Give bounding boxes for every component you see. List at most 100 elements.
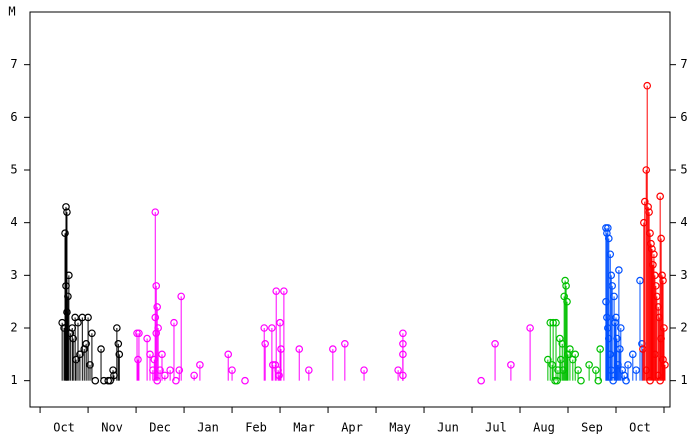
stem-marker: [606, 350, 615, 359]
stem-marker: [644, 203, 652, 211]
x-tick-label: Sep: [581, 421, 603, 435]
stem-marker: [78, 313, 87, 322]
stem-marker: [477, 376, 485, 385]
y2-tick-label: 3: [680, 268, 687, 282]
y2-tick-label: 1: [680, 373, 687, 387]
stem-marker: [574, 366, 582, 374]
stem-marker: [657, 334, 665, 343]
y-tick-label: 5: [10, 163, 17, 177]
stem-marker: [146, 350, 154, 359]
stem-marker: [170, 318, 178, 327]
stem-marker: [190, 371, 198, 380]
stem-marker: [659, 355, 667, 364]
stem-marker: [577, 376, 585, 385]
stem-marker: [63, 208, 71, 216]
stem-marker: [63, 308, 71, 317]
stem-marker: [88, 329, 96, 338]
stem-marker: [557, 355, 565, 364]
stem-marker: [611, 318, 619, 327]
y2-tick-label: 4: [680, 215, 687, 229]
stem-marker: [562, 282, 570, 290]
stem-marker: [156, 366, 164, 374]
stem-marker: [605, 234, 613, 243]
stem-marker: [151, 208, 160, 216]
stem-marker: [656, 192, 664, 201]
y-tick-label: 4: [10, 215, 17, 229]
stem-marker: [651, 271, 659, 280]
stem-marker: [91, 376, 100, 385]
x-tick-label: Aug: [533, 421, 555, 435]
plot-frame: [29, 11, 671, 408]
stem-marker: [624, 361, 632, 369]
stem-marker: [61, 229, 69, 238]
x-tick-label: Jun: [437, 421, 459, 435]
stem-marker: [305, 366, 313, 374]
stem-marker: [592, 366, 600, 374]
stem-marker: [640, 218, 648, 227]
stem-marker: [72, 355, 80, 364]
stem-marker: [115, 350, 124, 359]
stem-marker: [646, 376, 654, 385]
x-tick-label: Oct: [53, 421, 75, 435]
stem-marker: [272, 287, 281, 295]
stem-marker: [228, 366, 236, 374]
stem-marker: [615, 266, 623, 274]
stem-marker: [526, 324, 534, 332]
stem-marker: [241, 376, 249, 385]
stem-marker: [152, 282, 161, 290]
stem-marker: [394, 366, 402, 374]
stem-marker: [260, 324, 269, 332]
stem-marker: [84, 313, 92, 322]
stem-marker: [566, 345, 574, 353]
stem-marker: [135, 329, 143, 338]
stem-marker: [641, 197, 649, 206]
stem-marker: [602, 297, 610, 306]
stem-marker: [594, 376, 603, 385]
stem-marker: [177, 292, 185, 301]
stem-marker: [161, 371, 169, 380]
stem-marker: [656, 376, 664, 385]
stem-marker: [62, 203, 70, 211]
stem-marker: [295, 345, 304, 353]
stem-marker: [76, 350, 84, 359]
stem-marker: [134, 355, 142, 364]
stem-marker: [110, 371, 118, 380]
stem-marker: [82, 339, 90, 348]
stem-marker: [143, 334, 151, 343]
stem-marker: [552, 318, 560, 327]
stem-marker: [642, 366, 651, 374]
stem-marker: [651, 350, 659, 359]
stem-marker: [153, 303, 161, 311]
stem-marker: [650, 250, 658, 259]
stem-marker: [268, 324, 276, 332]
stem-marker: [657, 234, 665, 243]
y2-tick-label: 6: [680, 110, 687, 124]
stem-marker: [603, 313, 611, 322]
stem-marker: [553, 376, 561, 385]
stem-marker: [646, 229, 654, 238]
stem-marker: [97, 345, 105, 353]
stem-marker: [261, 339, 269, 348]
y-tick-label: 2: [10, 321, 17, 335]
stem-marker: [69, 334, 77, 343]
stem-marker: [166, 366, 174, 374]
stem-marker: [606, 250, 615, 259]
x-tick-label: Feb: [245, 421, 267, 435]
stem-marker: [106, 376, 114, 385]
x-tick-label: Apr: [341, 421, 363, 435]
stem-marker: [571, 350, 580, 359]
stem-marker: [616, 345, 624, 353]
stem-marker: [596, 345, 604, 353]
stem-marker: [86, 361, 94, 369]
x-tick-label: Nov: [101, 421, 123, 435]
stem-marker: [636, 276, 644, 285]
stem-marker: [64, 292, 72, 301]
stem-marker: [360, 366, 368, 374]
stem-marker: [399, 371, 407, 380]
x-tick-label: Mar: [293, 421, 315, 435]
x-tick-label: May: [389, 421, 411, 435]
stem-marker: [608, 282, 616, 290]
y2-tick-label: 2: [680, 321, 687, 335]
y2-tick-label: 5: [680, 163, 687, 177]
